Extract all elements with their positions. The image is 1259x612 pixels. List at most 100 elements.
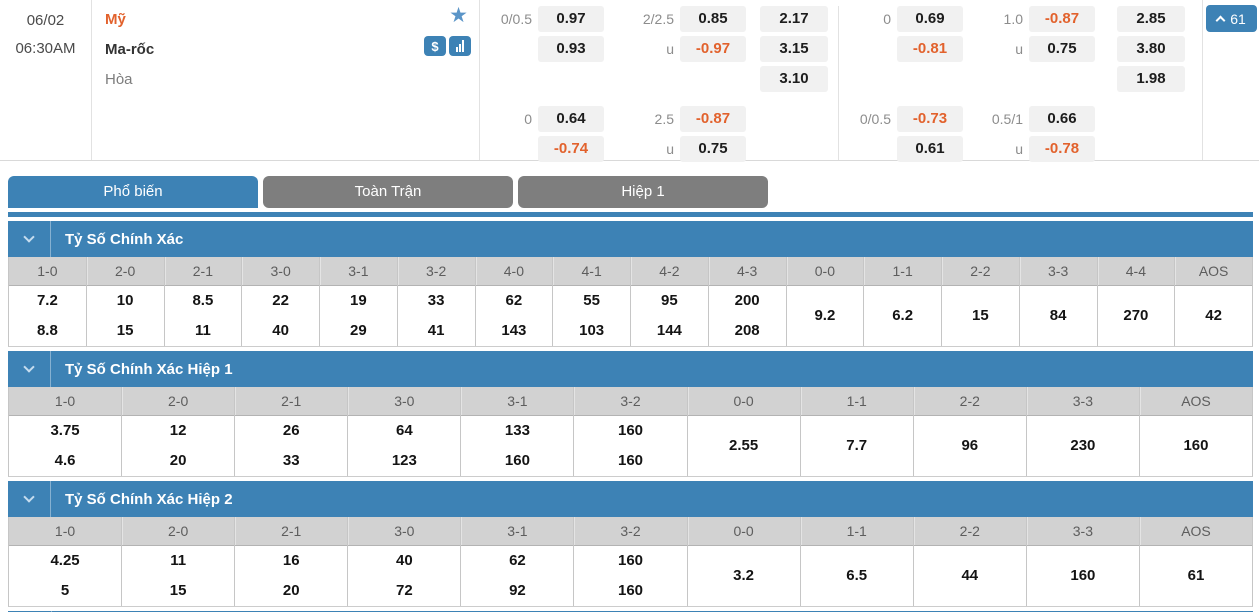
- tab-first-half[interactable]: Hiệp 1: [518, 176, 768, 208]
- score-odds-cell[interactable]: 42: [1205, 307, 1222, 324]
- score-odds-cell[interactable]: 20: [169, 452, 187, 469]
- odds-value-cell[interactable]: 0.69: [897, 6, 963, 32]
- score-odds-cell[interactable]: 160: [1070, 567, 1096, 584]
- score-odds-cell[interactable]: 160: [504, 452, 530, 469]
- score-odds-cell[interactable]: 29: [350, 322, 367, 339]
- odds-value-cell[interactable]: -0.73: [897, 106, 963, 132]
- odds-value-cell[interactable]: 1.98: [1117, 66, 1185, 92]
- section-collapse-toggle[interactable]: [8, 481, 51, 517]
- score-odds-cell[interactable]: 84: [1049, 307, 1067, 324]
- score-odds-cell[interactable]: 160: [618, 422, 644, 439]
- odds-value-cell[interactable]: -0.97: [680, 36, 746, 62]
- score-odds-cell[interactable]: 7.2: [36, 292, 58, 309]
- score-odds-cell[interactable]: 40: [272, 322, 289, 339]
- score-odds-cell[interactable]: 62: [509, 552, 526, 569]
- odds-value-cell[interactable]: 0.75: [680, 136, 746, 162]
- score-odds-cell[interactable]: 5: [60, 582, 70, 599]
- score-odds-cell[interactable]: 103: [579, 322, 605, 339]
- score-odds-cell[interactable]: 160: [618, 452, 644, 469]
- section-header[interactable]: Tỷ Số Chính Xác: [8, 221, 1253, 257]
- score-odds-cell[interactable]: 11: [194, 322, 211, 339]
- odds-value-cell[interactable]: 3.10: [760, 66, 828, 92]
- score-odds-cell[interactable]: 3.75: [50, 422, 80, 439]
- odds-value-cell[interactable]: -0.87: [1029, 6, 1095, 32]
- section-header[interactable]: Tỷ Số Chính Xác Hiệp 2: [8, 481, 1253, 517]
- score-odds-cell[interactable]: 4.6: [54, 452, 76, 469]
- score-odds-cell[interactable]: 40: [395, 552, 413, 569]
- score-odds-cell[interactable]: 8.8: [36, 322, 58, 339]
- score-odds-cell[interactable]: 6.2: [892, 307, 914, 324]
- score-odds-cell[interactable]: 55: [583, 292, 600, 309]
- odds-value-cell[interactable]: -0.81: [897, 36, 963, 62]
- score-odds-cell[interactable]: 160: [618, 582, 644, 599]
- score-odds-cell[interactable]: 33: [427, 292, 445, 309]
- odds-value-cell[interactable]: 0.61: [897, 136, 963, 162]
- score-odds-cell[interactable]: 61: [1187, 567, 1205, 584]
- score-odds-cell[interactable]: 15: [169, 582, 187, 599]
- score-odds-cell[interactable]: 12: [169, 422, 187, 439]
- score-odds-cell[interactable]: 133: [504, 422, 530, 439]
- odds-value-cell[interactable]: 0.64: [538, 106, 604, 132]
- score-odds-body: 160: [1140, 416, 1252, 476]
- odds-value-cell[interactable]: 0.75: [1029, 36, 1095, 62]
- score-odds-cell[interactable]: 270: [1123, 307, 1149, 324]
- section-collapse-toggle[interactable]: [8, 351, 51, 387]
- odds-value-cell[interactable]: 3.80: [1117, 36, 1185, 62]
- odds-value-cell[interactable]: 0.66: [1029, 106, 1095, 132]
- score-odds-cell[interactable]: 6.5: [846, 567, 868, 584]
- expand-markets-button[interactable]: 61: [1206, 5, 1257, 32]
- section-collapse-toggle[interactable]: [8, 221, 51, 257]
- star-icon[interactable]: ★: [449, 4, 468, 27]
- dollar-icon[interactable]: $: [424, 36, 446, 56]
- bar-chart-icon[interactable]: [449, 36, 471, 56]
- tab-full-match[interactable]: Toàn Trận: [263, 176, 513, 208]
- odds-value-cell[interactable]: 0.97: [538, 6, 604, 32]
- tab-popular[interactable]: Phổ biến: [8, 176, 258, 208]
- score-odds-cell[interactable]: 95: [661, 292, 678, 309]
- score-odds-cell[interactable]: 4.25: [50, 552, 80, 569]
- away-team-name[interactable]: Ma-rốc: [105, 41, 155, 58]
- odds-value-cell[interactable]: 3.15: [760, 36, 828, 62]
- score-odds-cell[interactable]: 10: [116, 292, 134, 309]
- score-odds-cell[interactable]: 200: [734, 292, 760, 309]
- score-odds-body: 22 40: [242, 286, 319, 346]
- score-odds-cell[interactable]: 144: [656, 322, 682, 339]
- score-odds-cell[interactable]: 33: [282, 452, 300, 469]
- score-odds-cell[interactable]: 11: [170, 552, 187, 569]
- odds-value-cell[interactable]: 2.17: [760, 6, 828, 32]
- odds-value-cell[interactable]: -0.78: [1029, 136, 1095, 162]
- odds-value-cell[interactable]: -0.87: [680, 106, 746, 132]
- score-header-cell: 1-1: [800, 387, 913, 416]
- score-odds-cell[interactable]: 7.7: [846, 437, 868, 454]
- odds-value-cell[interactable]: 0.93: [538, 36, 604, 62]
- score-odds-cell[interactable]: 3.2: [733, 567, 755, 584]
- section-header[interactable]: Tỷ Số Chính Xác Hiệp 1: [8, 351, 1253, 387]
- odds-value-cell[interactable]: -0.74: [538, 136, 604, 162]
- score-odds-cell[interactable]: 208: [734, 322, 760, 339]
- odds-value-cell[interactable]: 0.85: [680, 6, 746, 32]
- score-odds-cell[interactable]: 92: [509, 582, 526, 599]
- score-odds-cell[interactable]: 15: [116, 322, 134, 339]
- score-odds-cell[interactable]: 96: [961, 437, 979, 454]
- score-odds-cell[interactable]: 44: [961, 567, 979, 584]
- score-odds-cell[interactable]: 2.55: [729, 437, 759, 454]
- score-odds-cell[interactable]: 20: [282, 582, 300, 599]
- score-odds-cell[interactable]: 22: [272, 292, 289, 309]
- score-odds-cell[interactable]: 41: [427, 322, 445, 339]
- score-odds-cell[interactable]: 8.5: [192, 292, 214, 309]
- score-odds-cell[interactable]: 19: [350, 292, 367, 309]
- odds-value-cell[interactable]: 2.85: [1117, 6, 1185, 32]
- score-odds-cell[interactable]: 16: [282, 552, 300, 569]
- score-odds-cell[interactable]: 230: [1070, 437, 1096, 454]
- score-odds-cell[interactable]: 123: [391, 452, 417, 469]
- score-odds-cell[interactable]: 9.2: [814, 307, 836, 324]
- score-odds-cell[interactable]: 15: [972, 307, 989, 324]
- score-odds-cell[interactable]: 26: [282, 422, 300, 439]
- home-team-name[interactable]: Mỹ: [105, 11, 126, 28]
- score-odds-cell[interactable]: 62: [505, 292, 523, 309]
- score-odds-cell[interactable]: 143: [501, 322, 527, 339]
- score-odds-cell[interactable]: 64: [395, 422, 413, 439]
- score-odds-cell[interactable]: 72: [395, 582, 413, 599]
- score-odds-cell[interactable]: 160: [618, 552, 644, 569]
- score-odds-cell[interactable]: 160: [1183, 437, 1209, 454]
